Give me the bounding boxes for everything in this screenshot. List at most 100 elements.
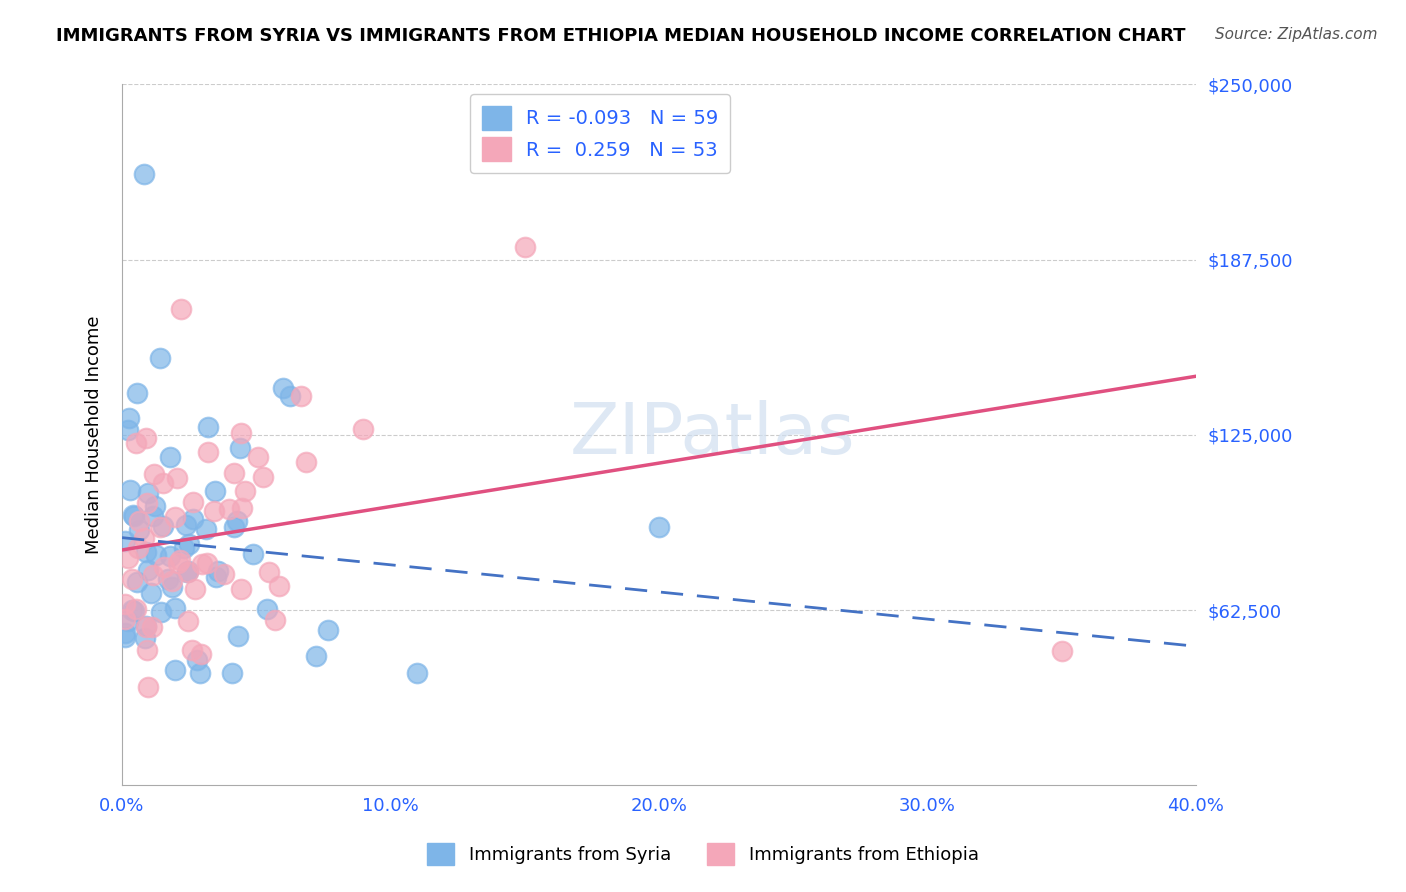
Point: [174, 518, 197, 533]
Point: [160, 581, 183, 595]
Point: [135, 642, 157, 657]
Legend: R = -0.093   N = 59, R =  0.259   N = 53: R = -0.093 N = 59, R = 0.259 N = 53: [470, 95, 730, 173]
Point: [188, 666, 211, 681]
Point: [124, 604, 146, 618]
Point: [125, 575, 148, 590]
Point: [513, 240, 536, 254]
Point: [141, 620, 163, 634]
Point: [271, 381, 294, 395]
Point: [150, 605, 173, 619]
Point: [290, 389, 312, 403]
Point: [114, 534, 136, 549]
Point: [143, 467, 166, 482]
Point: [121, 603, 143, 617]
Point: [242, 547, 264, 561]
Point: [153, 560, 176, 574]
Point: [316, 623, 339, 637]
Point: [125, 601, 148, 615]
Point: [405, 666, 427, 681]
Point: [120, 483, 142, 498]
Point: [259, 565, 281, 579]
Point: [267, 579, 290, 593]
Point: [135, 545, 157, 559]
Point: [145, 549, 167, 563]
Point: [202, 504, 225, 518]
Point: [229, 426, 252, 441]
Point: [139, 585, 162, 599]
Point: [177, 565, 200, 579]
Point: [135, 431, 157, 445]
Point: [264, 613, 287, 627]
Point: [352, 422, 374, 436]
Point: [136, 496, 159, 510]
Point: [169, 553, 191, 567]
Point: [143, 499, 166, 513]
Y-axis label: Median Household Income: Median Household Income: [86, 316, 103, 554]
Point: [166, 470, 188, 484]
Point: [127, 541, 149, 555]
Point: [195, 522, 218, 536]
Point: [247, 450, 270, 464]
Point: [128, 514, 150, 528]
Point: [136, 485, 159, 500]
Point: [305, 648, 328, 663]
Point: [186, 653, 208, 667]
Point: [132, 531, 155, 545]
Point: [114, 630, 136, 644]
Point: [195, 556, 218, 570]
Point: [117, 550, 139, 565]
Point: [183, 494, 205, 508]
Point: [117, 423, 139, 437]
Point: [125, 385, 148, 400]
Point: [163, 510, 186, 524]
Text: IMMIGRANTS FROM SYRIA VS IMMIGRANTS FROM ETHIOPIA MEDIAN HOUSEHOLD INCOME CORREL: IMMIGRANTS FROM SYRIA VS IMMIGRANTS FROM…: [56, 27, 1185, 45]
Point: [149, 520, 172, 534]
Point: [135, 620, 157, 634]
Point: [117, 614, 139, 628]
Point: [212, 566, 235, 581]
Point: [231, 500, 253, 515]
Point: [648, 520, 671, 534]
Point: [114, 612, 136, 626]
Point: [181, 512, 204, 526]
Point: [159, 549, 181, 563]
Point: [233, 483, 256, 498]
Point: [134, 631, 156, 645]
Point: [218, 502, 240, 516]
Point: [136, 681, 159, 695]
Point: [160, 574, 183, 588]
Point: [170, 301, 193, 316]
Point: [122, 509, 145, 524]
Point: [173, 541, 195, 555]
Point: [197, 419, 219, 434]
Point: [226, 629, 249, 643]
Point: [191, 558, 214, 572]
Point: [125, 436, 148, 450]
Point: [165, 663, 187, 677]
Point: [190, 647, 212, 661]
Point: [184, 582, 207, 597]
Point: [256, 602, 278, 616]
Point: [114, 597, 136, 611]
Point: [179, 536, 201, 550]
Point: [138, 563, 160, 577]
Point: [157, 572, 180, 586]
Point: [252, 470, 274, 484]
Point: [142, 509, 165, 524]
Point: [177, 564, 200, 578]
Point: [121, 572, 143, 586]
Point: [135, 618, 157, 632]
Point: [149, 351, 172, 366]
Point: [176, 566, 198, 580]
Point: [221, 666, 243, 681]
Point: [163, 600, 186, 615]
Legend: Immigrants from Syria, Immigrants from Ethiopia: Immigrants from Syria, Immigrants from E…: [418, 834, 988, 874]
Point: [132, 167, 155, 181]
Point: [224, 466, 246, 480]
Point: [159, 450, 181, 464]
Point: [224, 520, 246, 534]
Point: [128, 524, 150, 538]
Text: ZIPatlas: ZIPatlas: [569, 401, 855, 469]
Point: [117, 410, 139, 425]
Point: [114, 625, 136, 640]
